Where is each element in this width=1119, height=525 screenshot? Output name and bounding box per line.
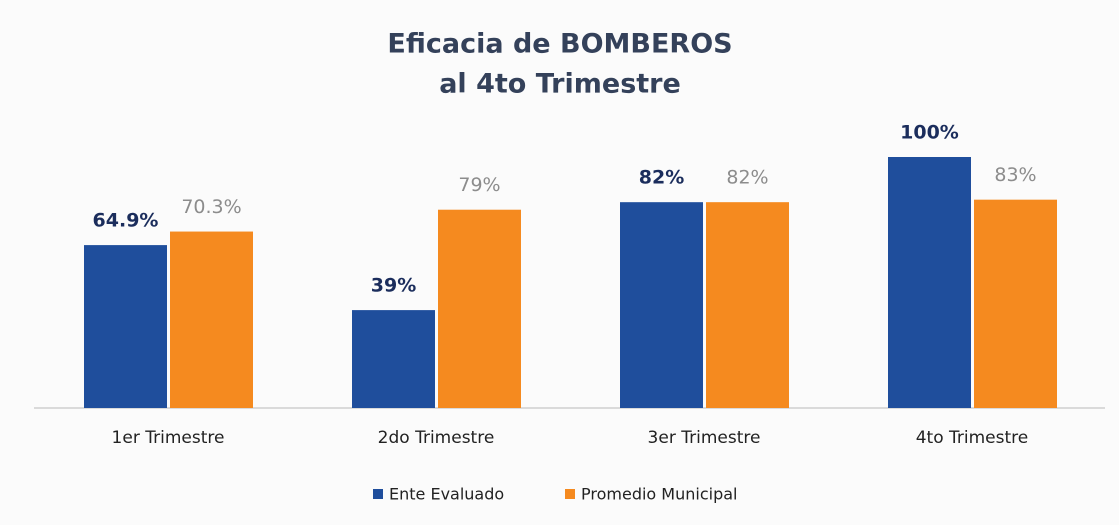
x-tick-label: 1er Trimestre [112, 428, 225, 448]
bar [438, 209, 521, 408]
data-label: 64.9% [93, 210, 159, 232]
data-label: 82% [639, 167, 684, 189]
bar [974, 199, 1057, 408]
bar [170, 231, 253, 408]
chart-title: Eficacia de BOMBEROS [387, 29, 732, 60]
legend-swatch [373, 489, 383, 499]
x-tick-label: 2do Trimestre [378, 428, 495, 448]
bar [620, 202, 703, 408]
data-label: 70.3% [181, 196, 241, 218]
x-tick-label: 4to Trimestre [916, 428, 1029, 448]
data-label: 79% [458, 174, 500, 196]
legend-label: Ente Evaluado [389, 485, 504, 504]
bar [706, 202, 789, 408]
bar [888, 157, 971, 408]
x-tick-label: 3er Trimestre [648, 428, 761, 448]
data-label: 100% [900, 122, 959, 144]
data-label: 39% [371, 275, 416, 297]
data-label: 82% [726, 167, 768, 189]
chart-title: al 4to Trimestre [439, 69, 681, 100]
bar [84, 245, 167, 408]
bar [352, 310, 435, 408]
data-label: 83% [994, 164, 1036, 186]
legend-label: Promedio Municipal [581, 485, 737, 504]
legend-swatch [565, 489, 575, 499]
